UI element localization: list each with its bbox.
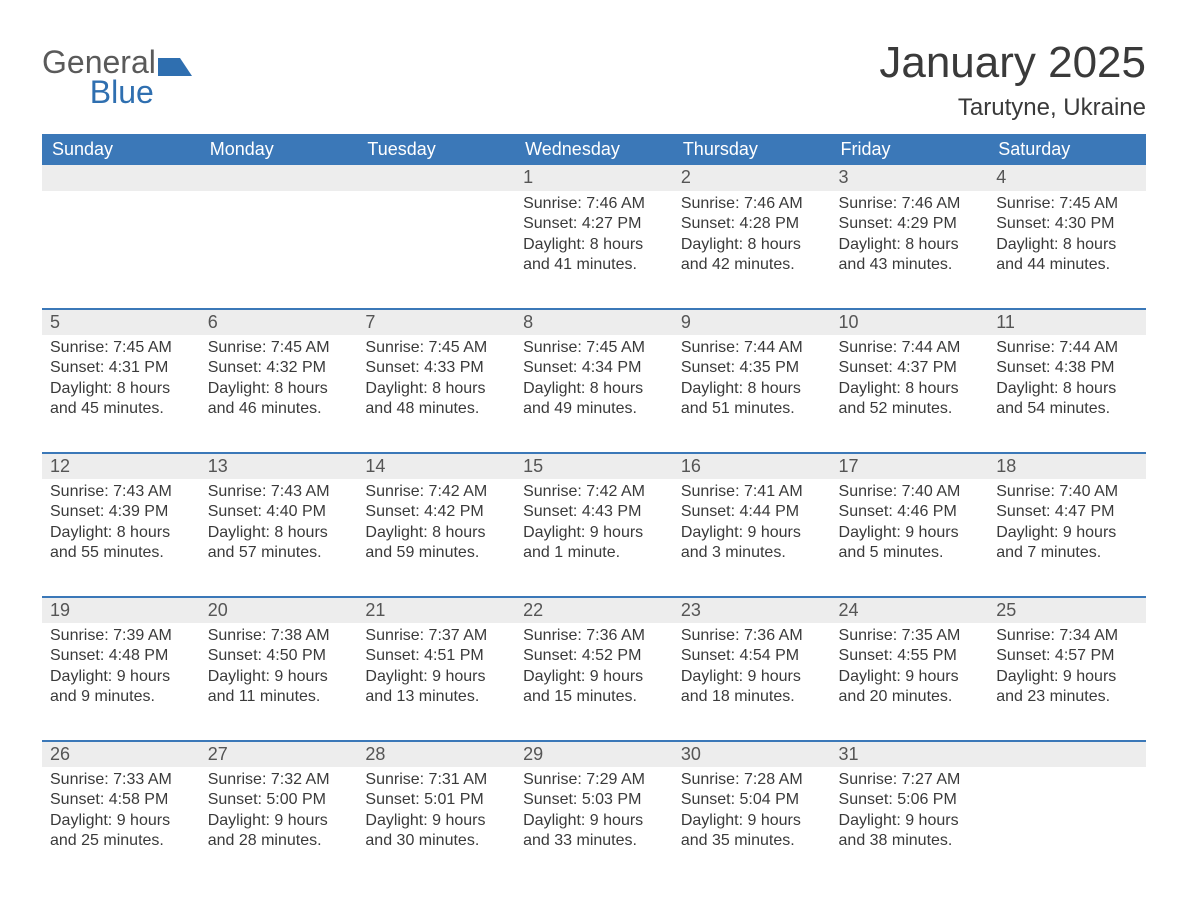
details-row: Sunrise: 7:33 AMSunset: 4:58 PMDaylight:… xyxy=(42,767,1146,885)
day-detail-cell: Sunrise: 7:39 AMSunset: 4:48 PMDaylight:… xyxy=(42,623,200,741)
day-number-cell: 17 xyxy=(831,453,989,479)
day-detail-cell: Sunrise: 7:44 AMSunset: 4:37 PMDaylight:… xyxy=(831,335,989,453)
day-number-cell: 18 xyxy=(988,453,1146,479)
day-detail-cell: Sunrise: 7:41 AMSunset: 4:44 PMDaylight:… xyxy=(673,479,831,597)
day-detail-cell: Sunrise: 7:45 AMSunset: 4:34 PMDaylight:… xyxy=(515,335,673,453)
day-number-cell: 9 xyxy=(673,309,831,335)
day-number-cell: 23 xyxy=(673,597,831,623)
day-detail-cell: Sunrise: 7:45 AMSunset: 4:33 PMDaylight:… xyxy=(357,335,515,453)
day-number-cell: 1 xyxy=(515,165,673,191)
day-detail-cell: Sunrise: 7:40 AMSunset: 4:46 PMDaylight:… xyxy=(831,479,989,597)
day-number-cell: 13 xyxy=(200,453,358,479)
details-row: Sunrise: 7:43 AMSunset: 4:39 PMDaylight:… xyxy=(42,479,1146,597)
day-detail-cell xyxy=(200,191,358,309)
day-number-cell xyxy=(42,165,200,191)
day-detail-cell: Sunrise: 7:45 AMSunset: 4:31 PMDaylight:… xyxy=(42,335,200,453)
details-row: Sunrise: 7:39 AMSunset: 4:48 PMDaylight:… xyxy=(42,623,1146,741)
col-wednesday: Wednesday xyxy=(515,134,673,165)
day-detail-cell: Sunrise: 7:46 AMSunset: 4:28 PMDaylight:… xyxy=(673,191,831,309)
day-detail-cell: Sunrise: 7:31 AMSunset: 5:01 PMDaylight:… xyxy=(357,767,515,885)
day-number-cell: 10 xyxy=(831,309,989,335)
day-number-cell: 8 xyxy=(515,309,673,335)
col-tuesday: Tuesday xyxy=(357,134,515,165)
day-detail-cell xyxy=(42,191,200,309)
daynum-row: 12131415161718 xyxy=(42,453,1146,479)
day-detail-cell xyxy=(357,191,515,309)
day-number-cell: 11 xyxy=(988,309,1146,335)
day-detail-cell: Sunrise: 7:28 AMSunset: 5:04 PMDaylight:… xyxy=(673,767,831,885)
day-detail-cell: Sunrise: 7:40 AMSunset: 4:47 PMDaylight:… xyxy=(988,479,1146,597)
day-detail-cell: Sunrise: 7:32 AMSunset: 5:00 PMDaylight:… xyxy=(200,767,358,885)
day-number-cell: 30 xyxy=(673,741,831,767)
day-number-cell: 2 xyxy=(673,165,831,191)
col-saturday: Saturday xyxy=(988,134,1146,165)
day-number-cell: 28 xyxy=(357,741,515,767)
day-detail-cell: Sunrise: 7:35 AMSunset: 4:55 PMDaylight:… xyxy=(831,623,989,741)
day-detail-cell: Sunrise: 7:45 AMSunset: 4:32 PMDaylight:… xyxy=(200,335,358,453)
day-number-cell: 4 xyxy=(988,165,1146,191)
day-detail-cell: Sunrise: 7:46 AMSunset: 4:29 PMDaylight:… xyxy=(831,191,989,309)
location: Tarutyne, Ukraine xyxy=(879,94,1146,122)
daynum-row: 262728293031 xyxy=(42,741,1146,767)
col-sunday: Sunday xyxy=(42,134,200,165)
flag-icon xyxy=(158,54,192,76)
day-number-cell: 19 xyxy=(42,597,200,623)
title-block: January 2025 Tarutyne, Ukraine xyxy=(879,30,1146,132)
day-detail-cell: Sunrise: 7:27 AMSunset: 5:06 PMDaylight:… xyxy=(831,767,989,885)
logo: General Blue xyxy=(42,30,192,111)
day-number-cell: 5 xyxy=(42,309,200,335)
day-number-cell: 16 xyxy=(673,453,831,479)
day-number-cell xyxy=(988,741,1146,767)
daynum-row: 1234 xyxy=(42,165,1146,191)
col-friday: Friday xyxy=(831,134,989,165)
day-number-cell: 21 xyxy=(357,597,515,623)
header: General Blue January 2025 Tarutyne, Ukra… xyxy=(42,30,1146,132)
day-number-cell xyxy=(357,165,515,191)
day-number-cell: 22 xyxy=(515,597,673,623)
calendar-table: Sunday Monday Tuesday Wednesday Thursday… xyxy=(42,134,1146,885)
details-row: Sunrise: 7:45 AMSunset: 4:31 PMDaylight:… xyxy=(42,335,1146,453)
col-monday: Monday xyxy=(200,134,358,165)
day-detail-cell: Sunrise: 7:33 AMSunset: 4:58 PMDaylight:… xyxy=(42,767,200,885)
day-number-cell: 20 xyxy=(200,597,358,623)
day-number-cell: 3 xyxy=(831,165,989,191)
day-detail-cell: Sunrise: 7:43 AMSunset: 4:40 PMDaylight:… xyxy=(200,479,358,597)
day-detail-cell: Sunrise: 7:42 AMSunset: 4:43 PMDaylight:… xyxy=(515,479,673,597)
day-number-cell: 12 xyxy=(42,453,200,479)
col-thursday: Thursday xyxy=(673,134,831,165)
day-number-cell: 29 xyxy=(515,741,673,767)
day-number-cell xyxy=(200,165,358,191)
details-row: Sunrise: 7:46 AMSunset: 4:27 PMDaylight:… xyxy=(42,191,1146,309)
day-detail-cell: Sunrise: 7:46 AMSunset: 4:27 PMDaylight:… xyxy=(515,191,673,309)
day-number-cell: 31 xyxy=(831,741,989,767)
day-detail-cell: Sunrise: 7:34 AMSunset: 4:57 PMDaylight:… xyxy=(988,623,1146,741)
weekday-header-row: Sunday Monday Tuesday Wednesday Thursday… xyxy=(42,134,1146,165)
day-number-cell: 25 xyxy=(988,597,1146,623)
day-detail-cell: Sunrise: 7:36 AMSunset: 4:54 PMDaylight:… xyxy=(673,623,831,741)
day-number-cell: 7 xyxy=(357,309,515,335)
daynum-row: 567891011 xyxy=(42,309,1146,335)
day-number-cell: 6 xyxy=(200,309,358,335)
day-detail-cell: Sunrise: 7:45 AMSunset: 4:30 PMDaylight:… xyxy=(988,191,1146,309)
day-detail-cell: Sunrise: 7:42 AMSunset: 4:42 PMDaylight:… xyxy=(357,479,515,597)
day-detail-cell: Sunrise: 7:29 AMSunset: 5:03 PMDaylight:… xyxy=(515,767,673,885)
day-number-cell: 15 xyxy=(515,453,673,479)
day-number-cell: 14 xyxy=(357,453,515,479)
month-title: January 2025 xyxy=(879,38,1146,88)
day-detail-cell: Sunrise: 7:37 AMSunset: 4:51 PMDaylight:… xyxy=(357,623,515,741)
day-detail-cell: Sunrise: 7:44 AMSunset: 4:38 PMDaylight:… xyxy=(988,335,1146,453)
day-number-cell: 27 xyxy=(200,741,358,767)
daynum-row: 19202122232425 xyxy=(42,597,1146,623)
day-number-cell: 26 xyxy=(42,741,200,767)
logo-text-wrap: General Blue xyxy=(42,48,156,111)
day-detail-cell: Sunrise: 7:43 AMSunset: 4:39 PMDaylight:… xyxy=(42,479,200,597)
day-detail-cell: Sunrise: 7:38 AMSunset: 4:50 PMDaylight:… xyxy=(200,623,358,741)
day-detail-cell xyxy=(988,767,1146,885)
day-number-cell: 24 xyxy=(831,597,989,623)
day-detail-cell: Sunrise: 7:36 AMSunset: 4:52 PMDaylight:… xyxy=(515,623,673,741)
day-detail-cell: Sunrise: 7:44 AMSunset: 4:35 PMDaylight:… xyxy=(673,335,831,453)
